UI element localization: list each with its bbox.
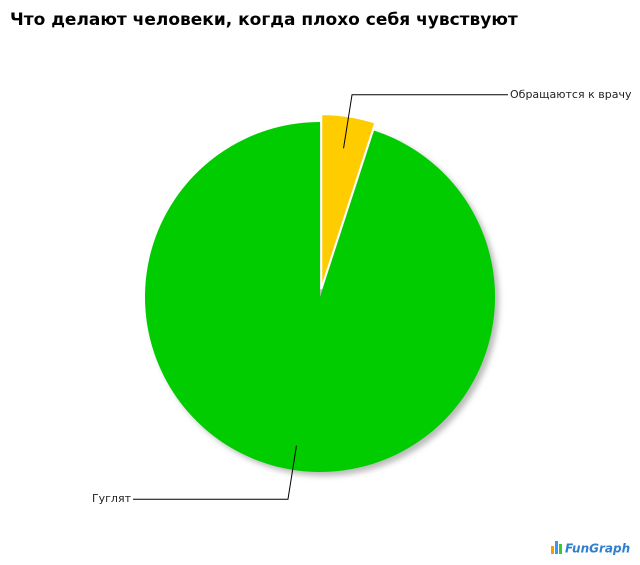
logo-bar — [551, 546, 554, 554]
leader-line — [343, 94, 508, 149]
logo: FunGraph — [551, 541, 630, 556]
slice-label: Обращаются к врачу — [510, 88, 632, 101]
labels: Обращаются к врачу Гуглят — [92, 88, 632, 505]
slice-label: Гуглят — [92, 492, 132, 505]
chart-title: Что делают человеки, когда плохо себя чу… — [10, 10, 518, 30]
logo-text: FunGraph — [565, 542, 630, 556]
leader-line — [133, 445, 297, 500]
pie — [144, 113, 495, 472]
logo-bar — [555, 541, 558, 554]
pie-slice — [144, 122, 495, 472]
logo-bar — [559, 544, 562, 554]
